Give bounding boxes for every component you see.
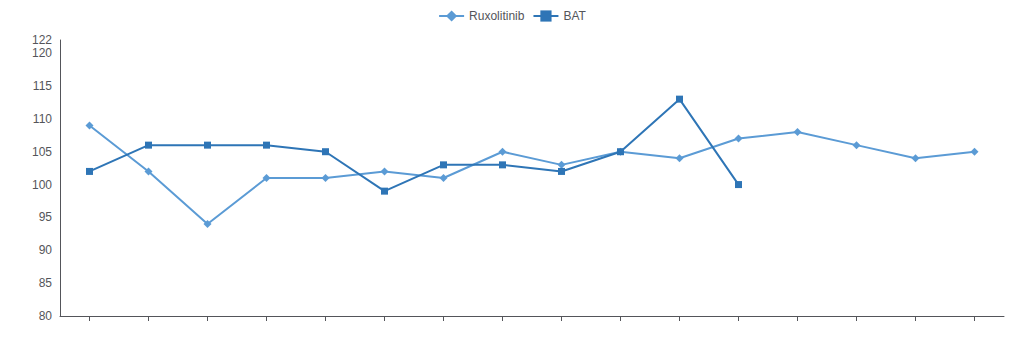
svg-text:100: 100 — [32, 178, 52, 192]
svg-text:Ruxolitinib: Ruxolitinib — [469, 9, 525, 23]
svg-text:120: 120 — [32, 46, 52, 60]
svg-text:90: 90 — [39, 243, 53, 257]
svg-text:80: 80 — [39, 309, 53, 323]
svg-text:105: 105 — [32, 145, 52, 159]
svg-text:95: 95 — [39, 210, 53, 224]
svg-text:110: 110 — [33, 112, 52, 126]
svg-text:85: 85 — [39, 276, 53, 290]
svg-text:115: 115 — [33, 79, 52, 93]
svg-text:122: 122 — [32, 33, 52, 47]
svg-text:BAT: BAT — [563, 9, 586, 23]
